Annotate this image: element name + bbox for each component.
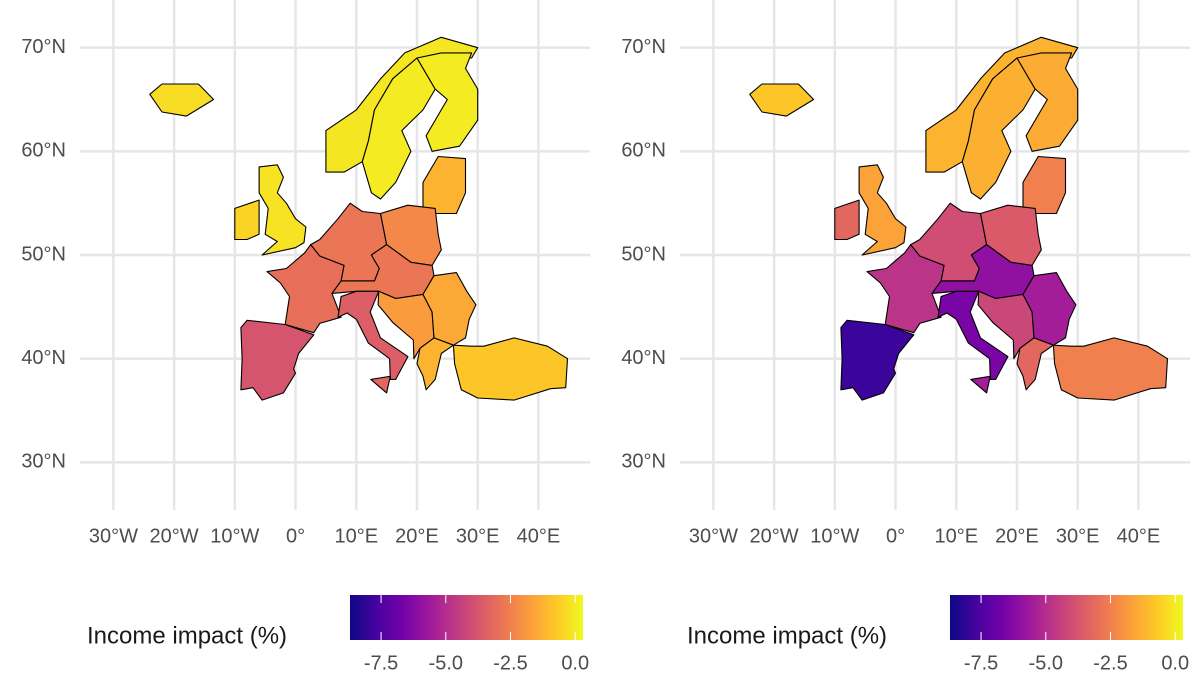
y-tick-label: 70°N xyxy=(21,36,66,58)
region xyxy=(970,375,991,394)
region xyxy=(858,164,907,256)
x-tick-label: 30°W xyxy=(689,525,738,547)
y-tick-label: 50°N xyxy=(21,243,66,265)
x-tick-label: 40°E xyxy=(1117,525,1161,547)
x-tick-label: 30°W xyxy=(89,525,138,547)
region xyxy=(961,57,1036,200)
region xyxy=(1022,155,1067,215)
x-tick-label: 10°W xyxy=(210,525,259,547)
y-tick-label: 30°N xyxy=(621,451,666,473)
x-tick-label: 20°E xyxy=(395,525,439,547)
colorbar-tick-label: 0.0 xyxy=(561,652,589,674)
colorbar-tick-label: -2.5 xyxy=(493,652,527,674)
region xyxy=(416,337,454,391)
region xyxy=(370,375,391,394)
legend-title: Income impact (%) xyxy=(87,622,287,649)
region xyxy=(452,337,569,401)
region xyxy=(416,52,479,152)
x-tick-label: 30°E xyxy=(456,525,500,547)
region xyxy=(749,83,815,117)
region xyxy=(1016,52,1079,152)
region xyxy=(1016,337,1054,391)
colorbar xyxy=(950,595,1183,640)
y-tick-label: 50°N xyxy=(621,243,666,265)
x-tick-label: 10°E xyxy=(334,525,378,547)
colorbar-tick-label: -7.5 xyxy=(964,652,998,674)
region xyxy=(422,155,467,215)
map-panel: 30°W 20°W 10°W 0° 10°E 20°E 30°E 40°E 30°N 40°N 50… xyxy=(621,0,1190,674)
region xyxy=(234,199,260,241)
x-tick-label: 10°E xyxy=(934,525,978,547)
y-tick-label: 60°N xyxy=(21,140,66,162)
colorbar-tick-label: -5.0 xyxy=(429,652,463,674)
region xyxy=(422,272,477,346)
x-tick-label: 10°W xyxy=(810,525,859,547)
map-panel: 30°W 20°W 10°W 0° 10°E 20°E 30°E 40°E 30°N 40°N 50… xyxy=(21,0,590,674)
colorbar xyxy=(350,595,583,640)
x-tick-label: 0° xyxy=(286,525,305,547)
colorbar-tick-label: -7.5 xyxy=(364,652,398,674)
region xyxy=(834,199,860,241)
y-tick-label: 70°N xyxy=(621,36,666,58)
region xyxy=(979,204,1042,266)
region xyxy=(361,57,436,200)
x-tick-label: 40°E xyxy=(517,525,561,547)
legend-title: Income impact (%) xyxy=(687,622,887,649)
x-tick-label: 20°W xyxy=(750,525,799,547)
region xyxy=(258,164,307,256)
region xyxy=(149,83,215,117)
x-tick-label: 30°E xyxy=(1056,525,1100,547)
colorbar-tick-label: -5.0 xyxy=(1029,652,1063,674)
region xyxy=(240,319,315,401)
colorbar-tick-label: 0.0 xyxy=(1161,652,1189,674)
region xyxy=(1022,272,1077,346)
y-tick-label: 40°N xyxy=(621,347,666,369)
y-tick-label: 60°N xyxy=(621,140,666,162)
colorbar-tick-label: -2.5 xyxy=(1093,652,1127,674)
region xyxy=(840,319,915,401)
region xyxy=(379,204,442,266)
region xyxy=(937,290,1009,380)
x-tick-label: 20°W xyxy=(150,525,199,547)
x-tick-label: 0° xyxy=(886,525,905,547)
region xyxy=(1052,337,1169,401)
region xyxy=(337,290,409,380)
x-tick-label: 20°E xyxy=(995,525,1039,547)
y-tick-label: 40°N xyxy=(21,347,66,369)
y-tick-label: 30°N xyxy=(21,451,66,473)
